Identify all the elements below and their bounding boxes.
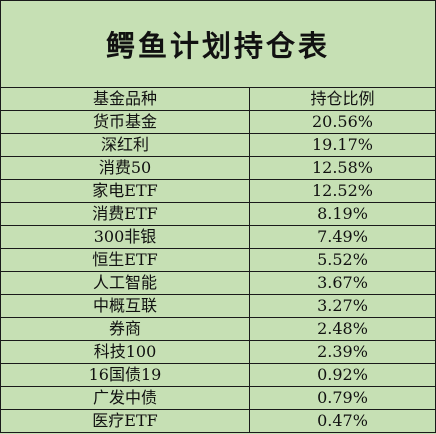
table-row: 消费50 12.58% — [0, 156, 436, 180]
ratio-cell: 5.52% — [249, 248, 436, 272]
table-row: 消费ETF 8.19% — [0, 202, 436, 226]
ratio-cell: 0.47% — [249, 409, 436, 433]
table-row: 300非银 7.49% — [0, 225, 436, 249]
table-row: 货币基金 20.56% — [0, 110, 436, 134]
ratio-cell: 20.56% — [249, 110, 436, 134]
holdings-table: 基金品种 持仓比例 货币基金 20.56% 深红利 19.17% 消费50 12.58… — [0, 87, 436, 433]
ratio-cell: 8.19% — [249, 202, 436, 226]
table-row: 科技100 2.39% — [0, 340, 436, 364]
fund-name-cell: 广发中债 — [0, 386, 250, 410]
fund-name-cell: 消费50 — [0, 156, 250, 180]
ratio-cell: 2.48% — [249, 317, 436, 341]
table-row: 人工智能 3.67% — [0, 271, 436, 295]
table-row: 恒生ETF 5.52% — [0, 248, 436, 272]
ratio-cell: 19.17% — [249, 133, 436, 157]
header-row: 基金品种 持仓比例 — [0, 87, 436, 111]
fund-name-cell: 货币基金 — [0, 110, 250, 134]
ratio-cell: 7.49% — [249, 225, 436, 249]
fund-name-cell: 医疗ETF — [0, 409, 250, 433]
header-fund-type: 基金品种 — [0, 87, 250, 111]
ratio-cell: 12.58% — [249, 156, 436, 180]
table-row: 深红利 19.17% — [0, 133, 436, 157]
ratio-cell: 3.67% — [249, 271, 436, 295]
table-row: 券商 2.48% — [0, 317, 436, 341]
table-row: 中概互联 3.27% — [0, 294, 436, 318]
ratio-cell: 12.52% — [249, 179, 436, 203]
table-body: 货币基金 20.56% 深红利 19.17% 消费50 12.58% 家电ETF 12.… — [0, 110, 436, 433]
ratio-cell: 2.39% — [249, 340, 436, 364]
fund-name-cell: 券商 — [0, 317, 250, 341]
ratio-cell: 0.92% — [249, 363, 436, 387]
fund-name-cell: 人工智能 — [0, 271, 250, 295]
table-row: 16国债19 0.92% — [0, 363, 436, 387]
fund-name-cell: 家电ETF — [0, 179, 250, 203]
fund-name-cell: 300非银 — [0, 225, 250, 249]
ratio-cell: 3.27% — [249, 294, 436, 318]
table-title: 鳄鱼计划持仓表 — [0, 0, 436, 88]
fund-name-cell: 恒生ETF — [0, 248, 250, 272]
ratio-cell: 0.79% — [249, 386, 436, 410]
header-holding-ratio: 持仓比例 — [249, 87, 436, 111]
fund-name-cell: 科技100 — [0, 340, 250, 364]
fund-name-cell: 16国债19 — [0, 363, 250, 387]
table-row: 家电ETF 12.52% — [0, 179, 436, 203]
fund-name-cell: 中概互联 — [0, 294, 250, 318]
table-row: 广发中债 0.79% — [0, 386, 436, 410]
fund-name-cell: 消费ETF — [0, 202, 250, 226]
fund-name-cell: 深红利 — [0, 133, 250, 157]
table-row: 医疗ETF 0.47% — [0, 409, 436, 433]
